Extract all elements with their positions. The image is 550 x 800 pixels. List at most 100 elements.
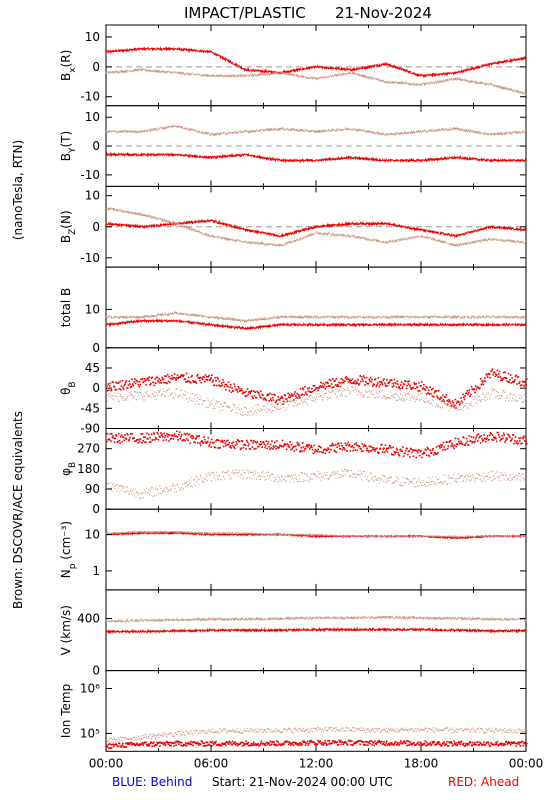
series-point <box>127 739 129 741</box>
series-point <box>275 447 277 450</box>
series-point <box>197 397 198 398</box>
series-point <box>278 477 280 479</box>
series-point <box>347 441 350 444</box>
series-point <box>410 743 413 745</box>
series-point <box>206 476 208 478</box>
series-point <box>479 377 482 380</box>
series-point <box>164 488 166 490</box>
series-point <box>481 480 483 482</box>
series-point <box>492 479 494 481</box>
series-point <box>159 389 161 391</box>
series-point <box>208 379 211 382</box>
series-point <box>254 470 256 472</box>
series-point <box>244 414 246 416</box>
series-point <box>442 400 444 402</box>
series-point <box>164 436 166 439</box>
series-point <box>306 474 308 476</box>
series-point <box>204 478 205 479</box>
series-point <box>257 408 259 410</box>
series-point <box>365 449 368 452</box>
series-point <box>407 453 409 456</box>
series-point <box>457 406 459 408</box>
series-point <box>311 396 313 398</box>
series-point <box>447 745 450 747</box>
series-point <box>497 479 499 481</box>
series-point <box>472 474 474 476</box>
series-point <box>185 372 188 375</box>
series-point <box>440 446 443 448</box>
series-point <box>150 377 153 380</box>
series-point <box>409 399 411 401</box>
series-point <box>369 480 371 482</box>
series-point <box>259 443 261 446</box>
series-point <box>349 740 352 742</box>
series-point <box>237 407 239 409</box>
series-point <box>514 436 517 438</box>
series-point <box>309 394 311 396</box>
series-point <box>136 399 138 401</box>
series-point <box>517 730 519 732</box>
series-point <box>479 387 481 389</box>
series-point <box>106 740 107 742</box>
series-point <box>232 473 234 475</box>
series-point <box>442 449 444 451</box>
series-point <box>264 444 267 447</box>
series-point <box>253 439 255 442</box>
series-point <box>179 488 181 490</box>
series-point <box>330 473 332 475</box>
series-point <box>157 379 159 382</box>
series-point <box>309 478 310 480</box>
series-point <box>300 446 303 449</box>
series-point <box>250 742 253 745</box>
series-point <box>152 735 154 737</box>
series-point <box>266 741 268 744</box>
series-point <box>201 731 203 733</box>
series-point <box>186 399 188 401</box>
series-point <box>167 395 169 397</box>
series-point <box>414 486 415 488</box>
series-point <box>266 472 268 473</box>
series-point <box>180 390 182 391</box>
series-point <box>526 395 527 397</box>
series-point <box>423 388 426 390</box>
series-point <box>309 448 311 450</box>
series-point <box>110 487 112 489</box>
series-point <box>273 446 275 449</box>
series-point <box>157 488 159 490</box>
series-point <box>344 395 346 397</box>
series-point <box>248 390 251 393</box>
series-point <box>423 484 425 486</box>
series-point <box>341 395 343 397</box>
series-point <box>248 412 250 414</box>
series-point <box>241 745 244 747</box>
series-point <box>217 477 219 479</box>
series-point <box>446 483 448 485</box>
series-point <box>229 383 232 386</box>
series-point <box>278 730 280 732</box>
series-point <box>141 498 142 500</box>
series-point <box>162 378 165 380</box>
series-point <box>367 744 369 746</box>
series-point <box>138 738 140 740</box>
series-point <box>404 380 407 383</box>
series-point <box>479 395 481 397</box>
series-point <box>337 473 339 475</box>
series-point <box>255 473 257 475</box>
series-point <box>447 405 449 407</box>
series-point <box>352 473 354 474</box>
series-point <box>158 392 160 393</box>
series-point <box>418 382 420 384</box>
series-point <box>332 727 334 729</box>
series-point <box>290 744 292 746</box>
y-axis-label: θB <box>59 381 78 395</box>
series-point <box>289 481 291 483</box>
series-point <box>464 728 466 730</box>
series-point <box>261 732 263 733</box>
series-point <box>373 393 375 395</box>
series-point <box>421 381 423 383</box>
series-point <box>431 395 434 397</box>
series-point <box>460 442 463 445</box>
y-tick-label: 0 <box>92 664 100 678</box>
series-point <box>180 374 182 377</box>
series-point <box>157 733 159 735</box>
